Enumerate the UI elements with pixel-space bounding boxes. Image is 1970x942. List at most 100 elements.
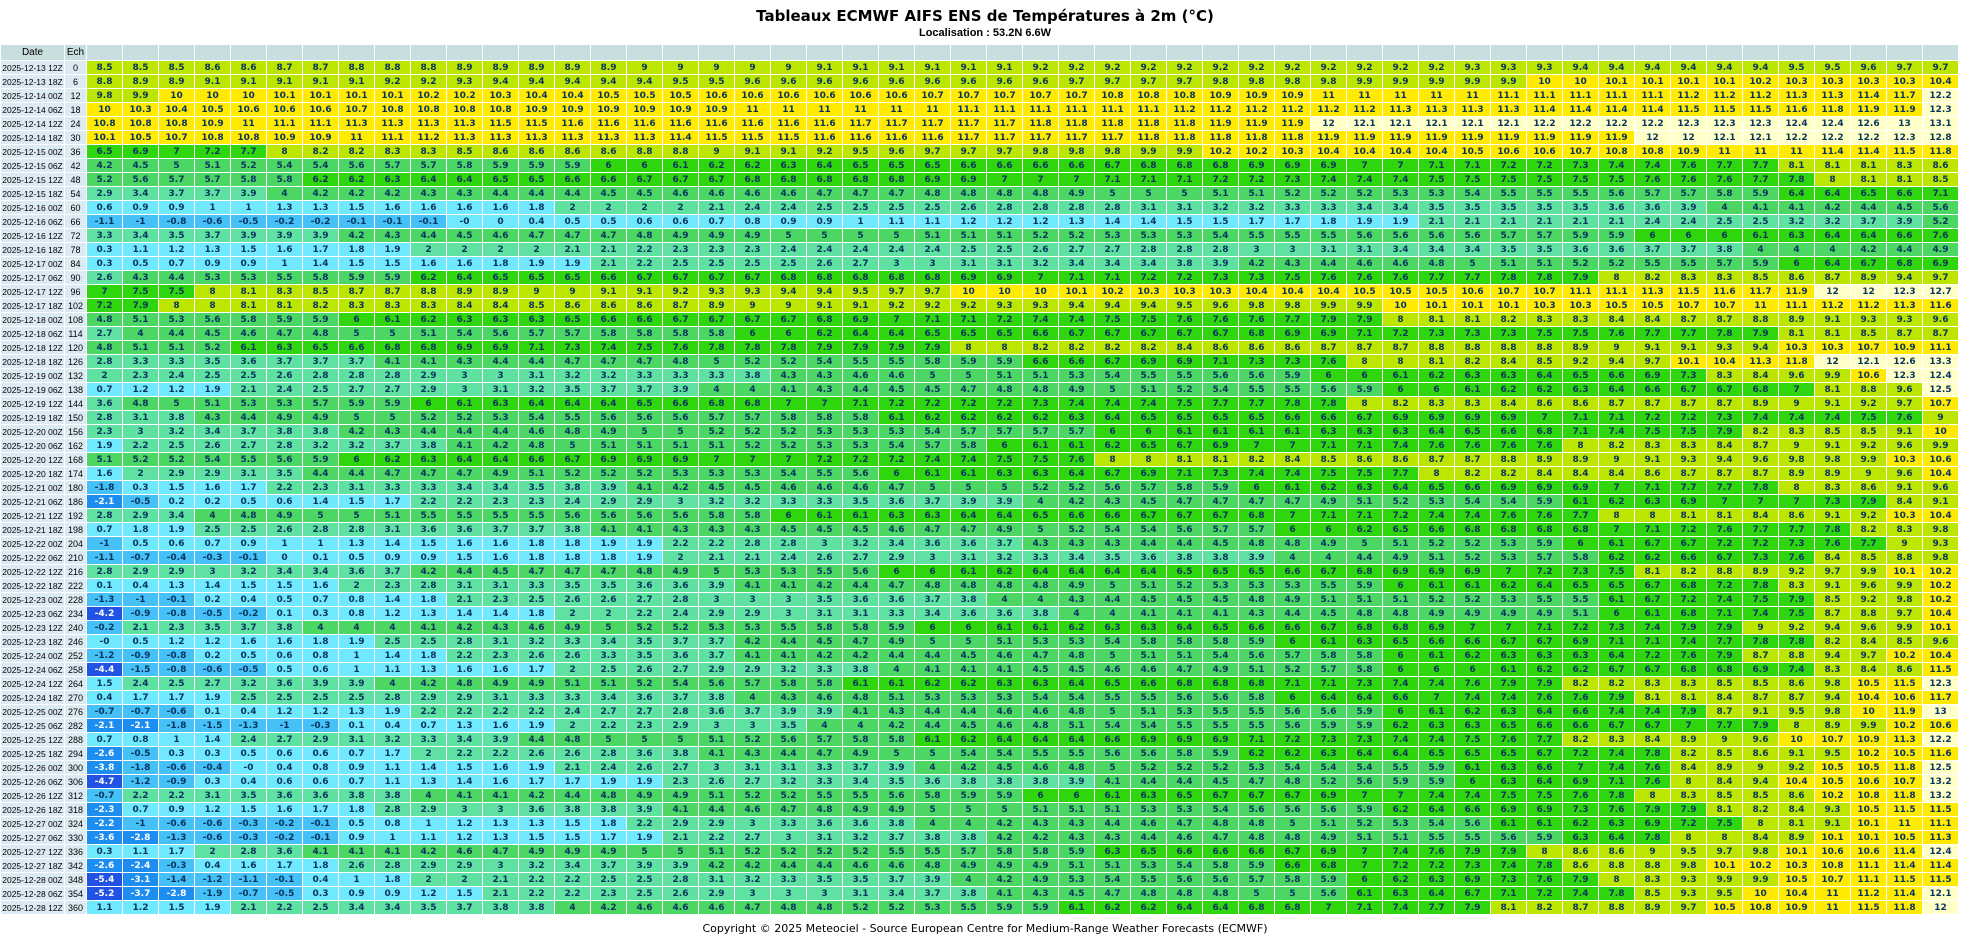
temp-cell: 4.8	[626, 564, 663, 579]
temp-cell: 6.7	[662, 312, 699, 327]
temp-cell: 6.4	[1094, 410, 1131, 425]
member-column-header	[374, 44, 411, 61]
temp-cell: 8.6	[1778, 676, 1815, 691]
temp-cell: 10.9	[1886, 340, 1923, 355]
temp-cell: 1.6	[410, 256, 447, 271]
table-body: 2025-12-13 12Z 0 8.5 8.5 8.5 8.6 8.6 8.7 8.7 8.8 8…	[0, 60, 1959, 915]
temp-cell: 10	[158, 88, 195, 103]
table-row: 2025-12-24 12Z 264 1.5 2.4 2.5 2.7 3.2 3.6 3.9 3.…	[0, 676, 1959, 691]
temp-cell: 3	[194, 564, 231, 579]
temp-cell: 4.6	[986, 718, 1023, 733]
temp-cell: 6.7	[1202, 508, 1239, 523]
temp-cell: 6.6	[590, 270, 627, 285]
table-row: 2025-12-17 12Z 96 7 7.5 7.5 8 8.1 8.3 8.5 8.7 8.7 8…	[0, 284, 1959, 299]
temp-cell: 2.2	[626, 606, 663, 621]
temp-cell: 11.2	[1850, 298, 1887, 313]
temp-cell: 6.9	[446, 340, 483, 355]
temp-cell: 5.8	[842, 732, 879, 747]
temp-cell: 4.7	[1274, 494, 1311, 509]
temp-cell: 10.8	[194, 130, 231, 145]
temp-cell: 2.7	[734, 774, 771, 789]
temp-cell: 4.4	[1130, 536, 1167, 551]
temp-cell: 6.6	[1418, 634, 1455, 649]
temp-cell: 9	[662, 60, 699, 75]
temp-cell: 6	[1670, 228, 1707, 243]
temp-cell: 5.6	[482, 326, 519, 341]
temp-cell: 1.2	[374, 606, 411, 621]
temp-cell: 11.4	[1922, 858, 1959, 873]
temp-cell: 8.1	[1670, 690, 1707, 705]
temp-cell: 9.3	[1670, 872, 1707, 887]
temp-cell: 10.9	[1202, 88, 1239, 103]
temp-cell: 9.6	[1922, 312, 1959, 327]
temp-cell: 0.8	[302, 648, 339, 663]
temp-cell: 6.4	[1202, 900, 1239, 915]
temp-cell: 11.1	[1850, 858, 1887, 873]
temp-cell: 7.9	[1490, 676, 1527, 691]
temp-cell: 5.6	[662, 508, 699, 523]
temp-cell: 5.1	[1166, 648, 1203, 663]
temp-cell: 8.8	[1598, 858, 1635, 873]
temp-cell: -0.9	[158, 774, 195, 789]
table-row: 2025-12-26 06Z 306 -4.7 -1.2 -0.9 0.3 0.4 0.6 0.…	[0, 774, 1959, 789]
temp-cell: 3.1	[734, 760, 771, 775]
member-column-header	[1058, 44, 1095, 61]
temp-cell: 3.5	[842, 872, 879, 887]
temp-cell: 8.8	[338, 60, 375, 75]
temp-cell: 5.9	[518, 158, 555, 173]
temp-cell: 6.3	[374, 172, 411, 187]
temp-cell: 2.8	[410, 578, 447, 593]
temp-cell: 7.9	[806, 340, 843, 355]
temp-cell: 5.9	[302, 452, 339, 467]
temp-cell: 5.3	[1130, 858, 1167, 873]
temp-cell: 10.5	[1418, 284, 1455, 299]
temp-cell: 3.8	[734, 368, 771, 383]
temp-cell: 2.7	[662, 760, 699, 775]
temp-cell: 2.9	[410, 368, 447, 383]
temp-cell: 12.5	[1922, 760, 1959, 775]
temp-cell: 0.5	[266, 662, 303, 677]
temp-cell: 10.4	[1382, 144, 1419, 159]
temp-cell: 4.2	[590, 900, 627, 915]
temp-cell: 4.4	[338, 466, 375, 481]
temp-cell: 1.3	[338, 536, 375, 551]
temp-cell: 3.9	[230, 228, 267, 243]
temp-cell: 5.1	[1346, 494, 1383, 509]
temp-cell: 5.5	[1130, 690, 1167, 705]
temp-cell: 3.4	[1454, 242, 1491, 257]
temp-cell: 2.8	[302, 368, 339, 383]
temp-cell: 10.5	[1778, 872, 1815, 887]
temp-cell: 7	[1742, 494, 1779, 509]
temp-cell: 4.9	[482, 676, 519, 691]
temp-cell: 7.3	[1202, 270, 1239, 285]
temp-cell: 12.4	[1814, 116, 1851, 131]
temp-cell: 2.9	[878, 550, 915, 565]
temp-cell: 6.1	[1562, 494, 1599, 509]
temp-cell: 4.4	[446, 564, 483, 579]
temp-cell: 9.6	[1850, 620, 1887, 635]
temp-cell: 4.7	[950, 382, 987, 397]
temp-cell: 10.4	[518, 88, 555, 103]
temp-cell: 3.7	[590, 382, 627, 397]
temp-cell: 5.8	[1166, 480, 1203, 495]
temp-cell: 9.6	[1886, 382, 1923, 397]
temp-cell: 8.4	[1670, 760, 1707, 775]
temp-cell: 11	[1418, 88, 1455, 103]
temp-cell: 4.8	[662, 354, 699, 369]
temp-cell: 10.4	[1310, 144, 1347, 159]
temp-cell: 5.2	[1022, 480, 1059, 495]
temp-cell: 5.8	[1310, 648, 1347, 663]
temp-cell: 6	[1130, 424, 1167, 439]
temp-cell: 9.6	[734, 74, 771, 89]
temp-cell: 9.9	[1346, 74, 1383, 89]
temp-cell: 6.4	[1526, 774, 1563, 789]
temp-cell: 7.5	[1166, 396, 1203, 411]
temp-cell: 6.1	[1310, 634, 1347, 649]
temp-cell: 0.8	[734, 214, 771, 229]
temp-cell: 5.2	[626, 676, 663, 691]
temp-cell: 4.7	[878, 186, 915, 201]
temp-cell: 6.3	[1382, 886, 1419, 901]
temp-cell: 4.5	[770, 522, 807, 537]
temp-cell: 3.4	[878, 886, 915, 901]
temp-cell: 3.9	[662, 858, 699, 873]
